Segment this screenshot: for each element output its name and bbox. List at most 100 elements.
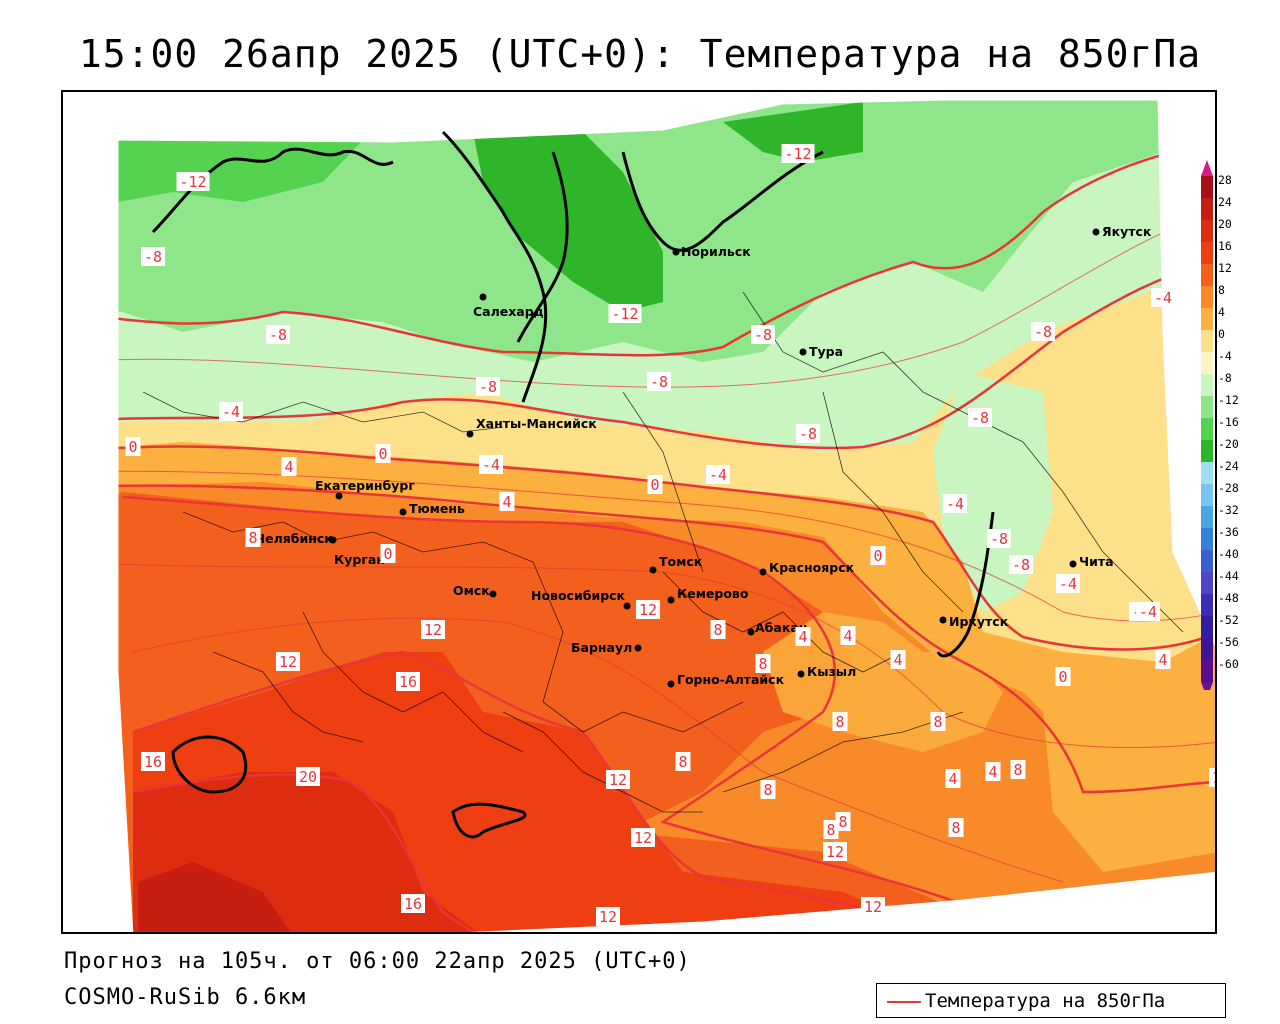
isotherm-label: -8 xyxy=(266,325,290,344)
colorbar-swatch xyxy=(1201,616,1213,638)
colorbar-tick-label: 8 xyxy=(1218,283,1225,297)
svg-text:Ханты-Мансийск: Ханты-Мансийск xyxy=(476,416,597,431)
colorbar-tick-label: 12 xyxy=(1218,261,1232,275)
isotherm-label-text: -12 xyxy=(179,173,206,191)
svg-text:Екатеринбург: Екатеринбург xyxy=(315,478,415,493)
city-chita: Чита xyxy=(1069,554,1114,569)
isotherm-label: 4 xyxy=(985,762,1001,781)
colorbar-swatch xyxy=(1201,330,1213,352)
isotherm-label-text: -8 xyxy=(971,409,989,427)
isotherm-label-text: -4 xyxy=(1139,603,1157,621)
isotherm-label-text: 0 xyxy=(383,545,392,563)
isotherm-label: -8 xyxy=(796,424,820,443)
isotherm-label: -4 xyxy=(1136,602,1160,621)
colorbar-tick-label: -4 xyxy=(1218,349,1232,363)
colorbar-swatch xyxy=(1201,660,1213,682)
isotherm-label-text: 8 xyxy=(713,621,722,639)
colorbar-swatch xyxy=(1201,374,1213,396)
temperature-map[interactable]: Норильск Салехард Якутск Тура Ханты-Манс… xyxy=(63,92,1217,934)
isotherm-label-text: 4 xyxy=(843,627,852,645)
city-barnaul: Барнаул xyxy=(571,640,642,655)
map-frame[interactable]: Норильск Салехард Якутск Тура Ханты-Манс… xyxy=(61,90,1217,934)
isotherm-label-text: -4 xyxy=(1059,575,1077,593)
isotherm-label: 4 xyxy=(281,457,297,476)
isotherm-label-text: 12 xyxy=(639,601,657,619)
isotherm-label-text: 16 xyxy=(399,673,417,691)
city-gorno-altaysk: Горно-Алтайск xyxy=(667,672,785,688)
isotherm-label-text: -4 xyxy=(1154,289,1172,307)
isotherm-label: 8 xyxy=(930,712,946,731)
colorbar-swatch xyxy=(1201,264,1213,286)
isotherm-label-text: -4 xyxy=(946,495,964,513)
isotherm-label: -8 xyxy=(1031,322,1055,341)
isotherm-label: 0 xyxy=(870,546,886,565)
zone-minus16-east xyxy=(723,102,863,162)
svg-text:Курган: Курган xyxy=(334,552,385,567)
isotherm-label: -4 xyxy=(1056,574,1080,593)
legend-label: Температура на 850гПа xyxy=(925,990,1166,1012)
isotherm-label-text: 12 xyxy=(634,829,652,847)
colorbar-tick-label: -8 xyxy=(1218,371,1232,385)
isotherm-label: 12 xyxy=(596,907,620,926)
colorbar-swatch xyxy=(1201,242,1213,264)
isotherm-label: 4 xyxy=(945,769,961,788)
isotherm-label-text: 12 xyxy=(599,908,617,926)
colorbar-swatch xyxy=(1201,550,1213,572)
city-kemerovo: Кемерово xyxy=(667,586,749,604)
isotherm-label: 12 xyxy=(421,620,445,639)
isotherm-label-text: 8 xyxy=(933,713,942,731)
colorbar-swatch xyxy=(1201,418,1213,440)
isotherm-label-text: 8 xyxy=(838,813,847,831)
svg-text:Кызыл: Кызыл xyxy=(807,664,856,679)
isotherm-label-text: 4 xyxy=(284,458,293,476)
isotherm-label: 12 xyxy=(636,600,660,619)
isotherm-label: 4 xyxy=(499,492,515,511)
isotherm-label: 8 xyxy=(710,620,726,639)
city-novosibirsk: Новосибирск xyxy=(531,588,631,610)
colorbar-swatch xyxy=(1201,352,1213,374)
svg-text:Томск: Томск xyxy=(659,554,703,569)
colorbar-swatch xyxy=(1201,440,1213,462)
isotherm-label-text: 4 xyxy=(893,651,902,669)
city-omsk: Омск xyxy=(453,583,497,598)
colorbar-tick-label: -36 xyxy=(1218,525,1239,539)
isotherm-label: -8 xyxy=(968,408,992,427)
isotherm-label: -8 xyxy=(141,247,165,266)
colorbar-swatch xyxy=(1201,528,1213,550)
isotherm-label-text: 8 xyxy=(1013,761,1022,779)
isotherm-label: 8 xyxy=(1010,760,1026,779)
isotherm-label-text: -4 xyxy=(482,456,500,474)
isotherm-label-text: 4 xyxy=(798,628,807,646)
isotherm-label-text: 4 xyxy=(502,493,511,511)
isotherm-label-text: 4 xyxy=(988,763,997,781)
isotherm-label-text: 12 xyxy=(864,898,882,916)
isotherm-label: 16 xyxy=(396,672,420,691)
isotherm-label: 0 xyxy=(647,475,663,494)
isotherm-label: -8 xyxy=(647,372,671,391)
model-name: COSMO-RuSib 6.6км xyxy=(64,985,307,1010)
city-yakutsk: Якутск xyxy=(1092,224,1152,239)
colorbar-tick-label: -24 xyxy=(1218,459,1239,473)
isotherm-label-text: 0 xyxy=(128,438,137,456)
isotherm-label-text: -8 xyxy=(799,425,817,443)
isotherm-label-text: 0 xyxy=(378,445,387,463)
isotherm-label: 8 xyxy=(675,752,691,771)
isotherm-label-text: 8 xyxy=(248,529,257,547)
isotherm-label: 8 xyxy=(948,818,964,837)
isotherm-label: 8 xyxy=(832,712,848,731)
svg-text:Норильск: Норильск xyxy=(681,244,751,259)
city-abakan: Абакан xyxy=(747,620,807,636)
city-khanty-mansiysk: Ханты-Мансийск xyxy=(466,416,597,438)
colorbar-swatch xyxy=(1201,462,1213,484)
isotherm-label-text: -12 xyxy=(611,305,638,323)
colorbar-tick-label: -28 xyxy=(1218,481,1239,495)
colorbar-swatch xyxy=(1201,396,1213,418)
colorbar-tick-label: 20 xyxy=(1218,217,1232,231)
svg-text:Челябинск: Челябинск xyxy=(255,531,333,546)
isotherm-label-text: 4 xyxy=(948,770,957,788)
isotherm-label: -8 xyxy=(1009,555,1033,574)
colorbar-max-arrow xyxy=(1201,160,1213,176)
isotherm-label-text: -4 xyxy=(222,403,240,421)
isotherm-label-text: 8 xyxy=(678,753,687,771)
isotherm-label: 8 xyxy=(823,820,839,839)
